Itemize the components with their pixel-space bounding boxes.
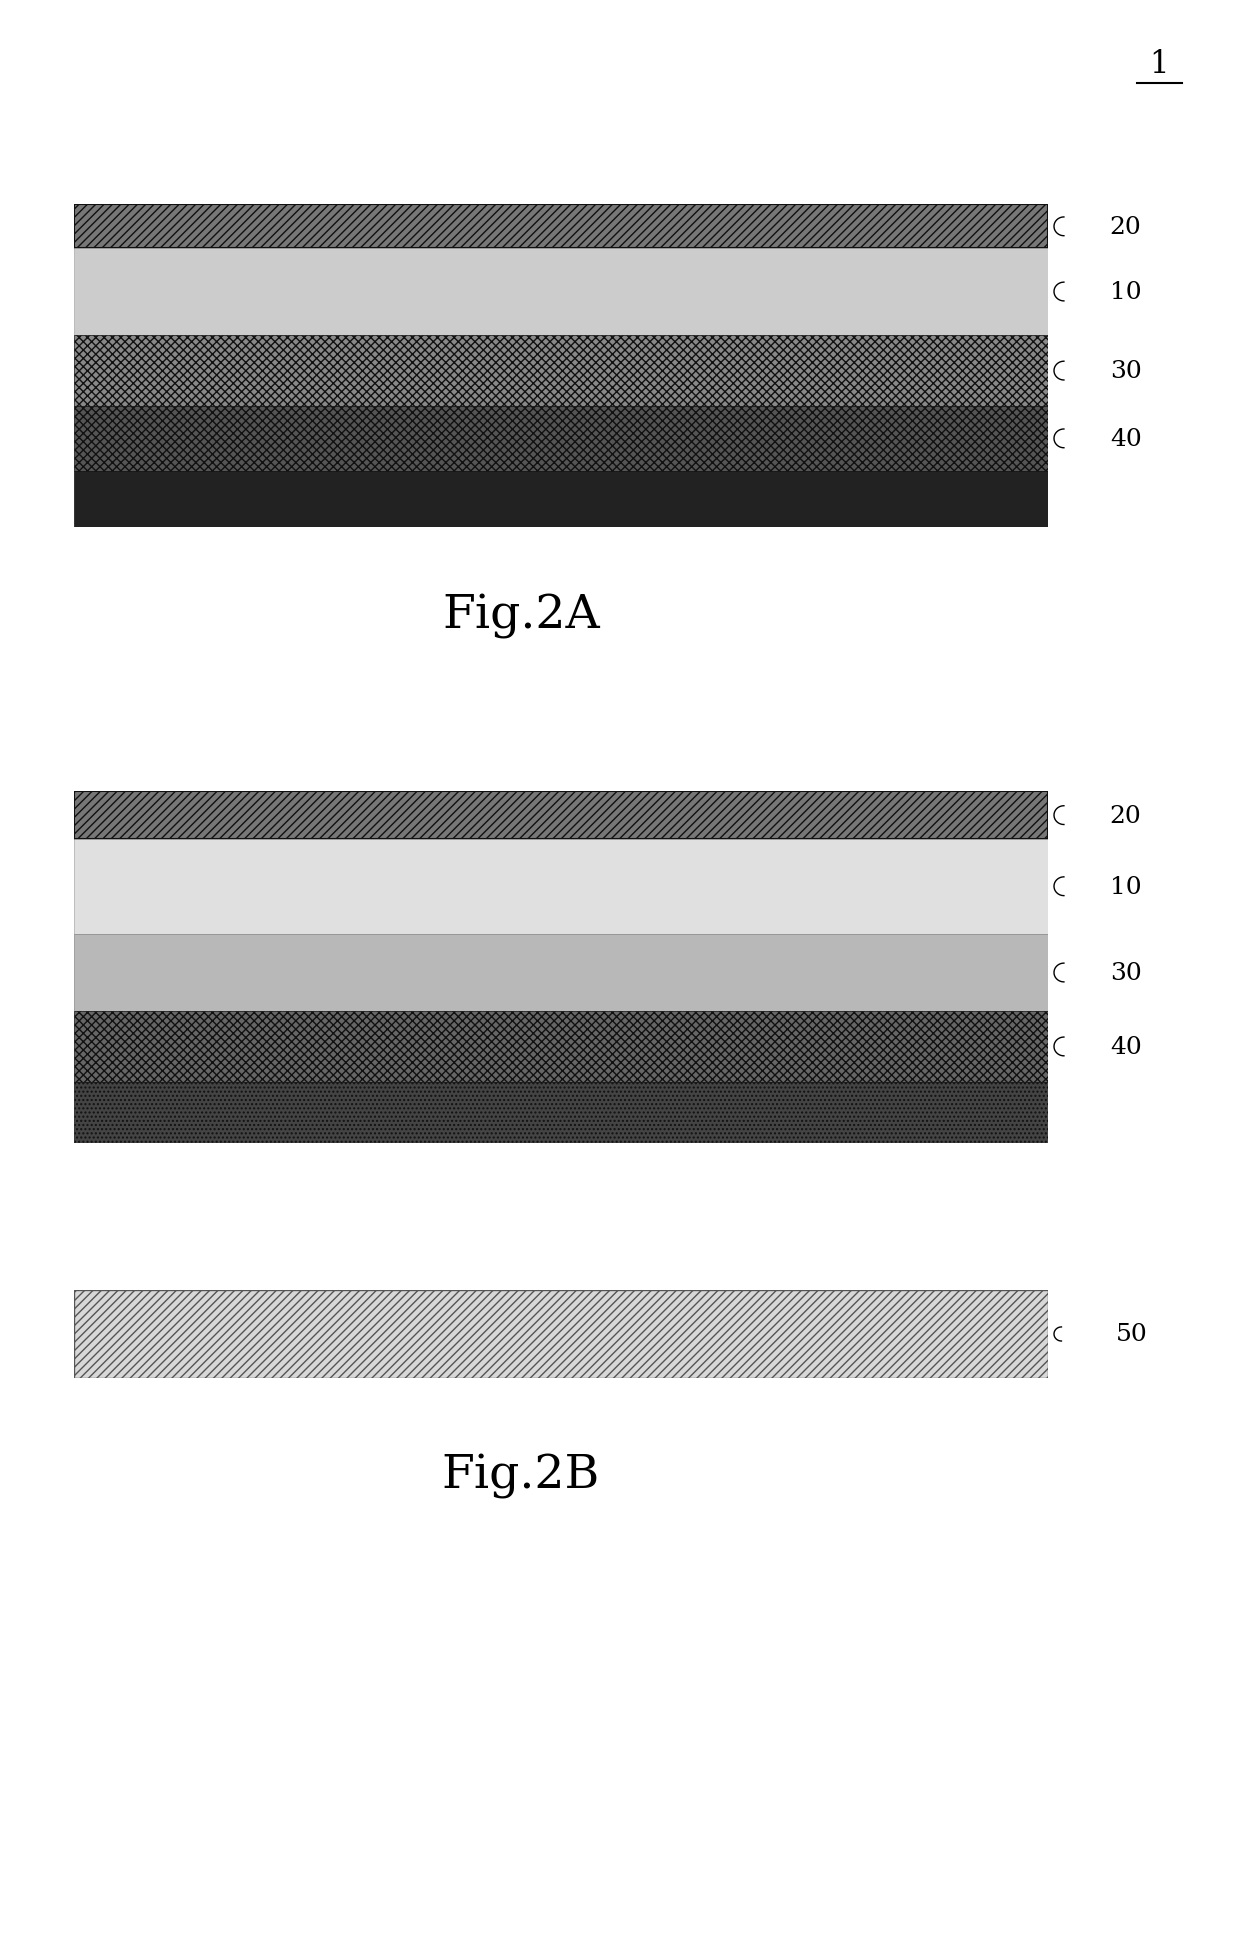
Text: 30: 30 [1110, 962, 1142, 985]
Bar [74, 934, 1048, 1013]
Text: Fig.2B: Fig.2B [441, 1453, 600, 1499]
Text: 30: 30 [1110, 360, 1142, 383]
Text: 10: 10 [1110, 282, 1142, 303]
Bar [74, 407, 1048, 471]
Bar [74, 471, 1048, 528]
Bar [74, 792, 1048, 839]
Text: 40: 40 [1110, 1036, 1142, 1058]
Text: 40: 40 [1110, 428, 1142, 452]
Bar [74, 839, 1048, 934]
Text: 1: 1 [1149, 49, 1169, 80]
Text: Fig.2A: Fig.2A [441, 592, 600, 639]
Bar [74, 1013, 1048, 1083]
Bar [74, 205, 1048, 248]
Bar [74, 1083, 1048, 1144]
Text: 20: 20 [1110, 804, 1142, 827]
Bar [74, 248, 1048, 336]
Bar [74, 336, 1048, 407]
Text: 50: 50 [1116, 1324, 1148, 1345]
Text: 10: 10 [1110, 876, 1142, 897]
Text: 20: 20 [1110, 215, 1142, 239]
